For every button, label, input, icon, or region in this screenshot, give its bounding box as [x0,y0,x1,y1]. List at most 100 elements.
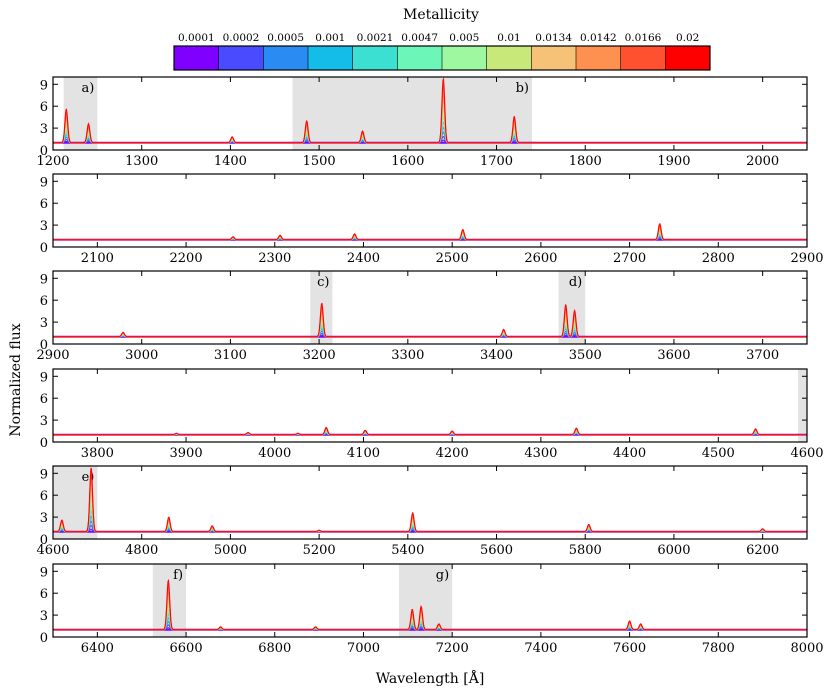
x-tick-label: 4600 [36,543,69,558]
x-tick-label: 2700 [613,251,646,266]
metallicity-spectrum [53,316,807,338]
x-tick-label: 2600 [524,251,557,266]
x-tick-label: 4800 [125,543,158,558]
y-tick-label: 0 [40,436,48,451]
metallicity-spectrum [53,223,807,241]
y-tick-label: 9 [40,467,48,482]
metallicity-spectrum [53,322,807,338]
spectrum-panel: a) b) 0 3 6 9 1200 1300 1400 1500 1600 1700 1800 1900… [36,76,808,169]
y-tick-label: 9 [40,272,48,287]
x-tick-label: 7400 [524,641,557,656]
x-tick-label: 5200 [303,543,336,558]
x-tick-label: 2900 [36,348,69,363]
colorbar-frame [173,45,711,71]
y-axis-label: Normalized flux [8,323,24,436]
metallicity-spectrum [53,467,807,533]
x-tick-label: 6200 [746,543,779,558]
x-tick-label: 3600 [657,348,690,363]
y-tick-label: 9 [40,175,48,190]
colorbar-label: 0.0005 [267,32,304,44]
colorbar-label: 0.001 [315,32,345,44]
x-tick-label: 3200 [303,348,336,363]
colorbar: 0.0001 0.0002 0.0005 0.001 0.0021 0.0047 0.005… [173,32,711,71]
shaded-region [798,369,807,442]
colorbar-segment [218,46,264,70]
metallicity-spectrum [53,313,807,338]
x-tick-label: 3700 [746,348,779,363]
y-tick-label: 9 [40,565,48,580]
spectrum-panel: 0 3 6 9 3800 3900 4000 4100 4200 4300 4400 4500 4600 [40,368,824,461]
metallicity-spectrum [53,309,807,338]
colorbar-segment [352,46,398,70]
metallicity-spectrum [53,77,807,144]
y-tick-label: 3 [40,511,48,526]
metallicity-spectrum [53,302,807,338]
x-tick-label: 7200 [436,641,469,656]
x-tick-label: 5800 [569,543,602,558]
colorbar-label: 0.0002 [223,32,260,44]
metallicity-spectrum [53,325,807,338]
x-tick-label: 1800 [569,154,602,169]
region-label: g) [436,568,449,583]
metallicity-spectrum [53,306,807,338]
metallicity-spectrum [53,225,807,241]
colorbar-segment [531,46,577,70]
panel-frame [52,270,808,345]
colorbar-label: 0.0134 [535,32,572,44]
colorbar-label: 0.02 [676,32,699,44]
x-tick-label: 7800 [702,641,735,656]
x-tick-label: 2900 [790,251,823,266]
y-tick-label: 0 [40,631,48,646]
y-tick-label: 3 [40,609,48,624]
y-tick-label: 6 [40,294,48,309]
x-tick-label: 2500 [436,251,469,266]
x-tick-label: 7000 [347,641,380,656]
x-tick-label: 1400 [214,154,247,169]
x-tick-label: 2200 [170,251,203,266]
region-label: c) [317,275,329,290]
colorbar-segment [576,46,622,70]
x-tick-label: 4100 [347,446,380,461]
metallicity-spectrum [53,426,807,436]
x-tick-label: 1700 [480,154,513,169]
y-tick-label: 3 [40,219,48,234]
spectrum-panel: f) g) 0 3 6 9 6400 6600 6800 7000 7200 7400 7600 7800… [40,563,824,656]
region-label: d) [569,275,582,290]
metallicity-spectrum [53,229,807,241]
panel-frame [52,76,808,151]
colorbar-title: Metallicity [403,7,479,23]
y-tick-label: 0 [40,241,48,256]
y-tick-label: 9 [40,370,48,385]
x-axis-label: Wavelength [Å] [376,669,485,687]
x-tick-label: 6400 [81,641,114,656]
metallicity-spectrum [53,492,807,533]
y-tick-label: 3 [40,414,48,429]
colorbar-label: 0.0021 [357,32,394,44]
x-tick-label: 2100 [81,251,114,266]
colorbar-segment [174,46,220,70]
spectrum-panel: c) d) 0 3 6 9 2900 3000 3100 3200 3300 3400 3500 3600… [36,270,808,363]
y-tick-label: 0 [40,338,48,353]
x-tick-label: 6600 [170,641,203,656]
colorbar-label: 0.0142 [580,32,617,44]
x-tick-label: 4000 [258,446,291,461]
region-label: f) [173,568,183,583]
y-tick-label: 3 [40,316,48,331]
metallicity-spectrum [53,481,807,533]
x-tick-label: 4300 [524,446,557,461]
region-label: a) [82,81,95,96]
x-tick-label: 4500 [702,446,735,461]
x-tick-label: 3500 [569,348,602,363]
x-tick-label: 7600 [613,641,646,656]
x-tick-label: 3400 [480,348,513,363]
colorbar-label: 0.0001 [178,32,215,44]
colorbar-segment [263,46,309,70]
colorbar-segment [308,46,354,70]
y-tick-label: 6 [40,587,48,602]
y-tick-label: 9 [40,78,48,93]
x-tick-label: 1500 [303,154,336,169]
y-tick-label: 6 [40,489,48,504]
colorbar-label: 0.0047 [401,32,438,44]
metallicity-spectrum [53,228,807,241]
